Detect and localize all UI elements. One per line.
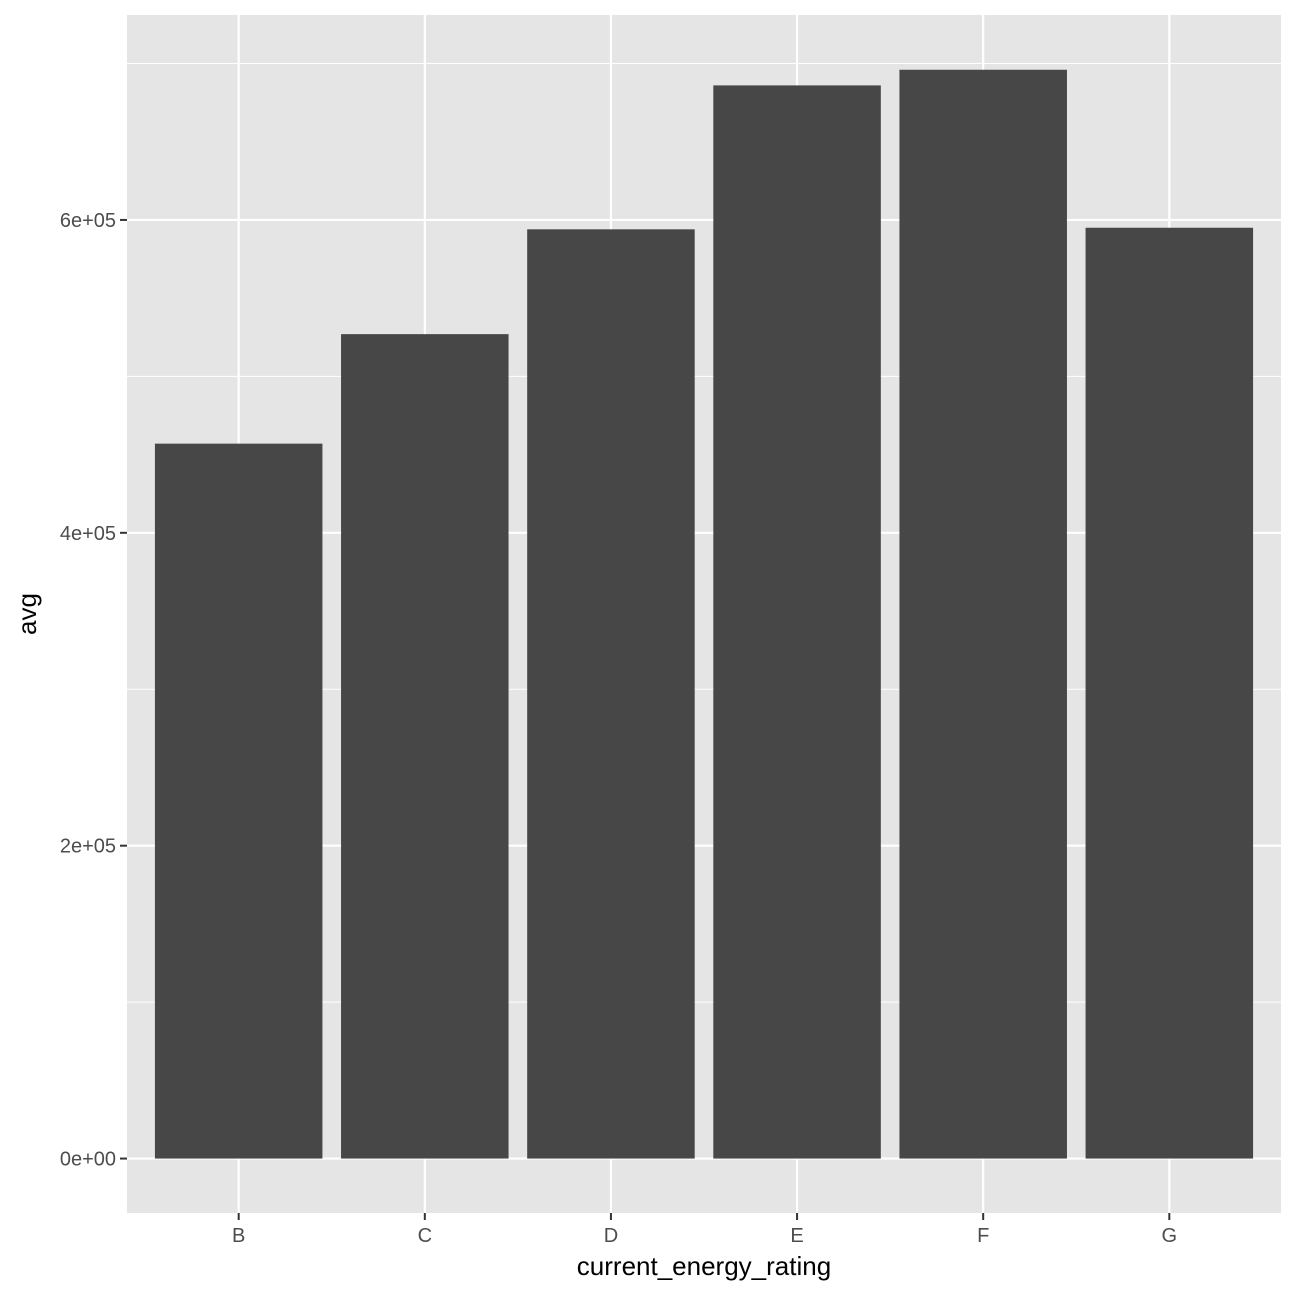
bar-D xyxy=(527,229,695,1159)
y-axis-title: avg xyxy=(12,593,42,635)
bar-C xyxy=(341,334,509,1159)
y-tick-label: 4e+05 xyxy=(60,523,116,545)
y-axis-ticks: 0e+00 2e+05 4e+05 6e+05 xyxy=(60,210,127,1171)
bar-G xyxy=(1085,227,1254,1159)
y-tick-label: 2e+05 xyxy=(60,836,116,858)
y-tick-label: 0e+00 xyxy=(60,1149,116,1171)
x-tick-label: C xyxy=(418,1225,432,1247)
x-tick-label: B xyxy=(232,1225,245,1247)
bars xyxy=(154,69,1254,1159)
x-tick-label: D xyxy=(604,1225,618,1247)
x-axis-ticks: B C D E F G xyxy=(232,1213,1177,1247)
x-tick-label: E xyxy=(790,1225,803,1247)
x-tick-label: G xyxy=(1162,1225,1178,1247)
x-tick-label: F xyxy=(977,1225,989,1247)
bar-B xyxy=(154,443,323,1159)
bar-E xyxy=(713,85,881,1159)
y-tick-label: 6e+05 xyxy=(60,210,116,232)
bar-F xyxy=(899,69,1067,1159)
x-axis-title: current_energy_rating xyxy=(577,1251,831,1281)
